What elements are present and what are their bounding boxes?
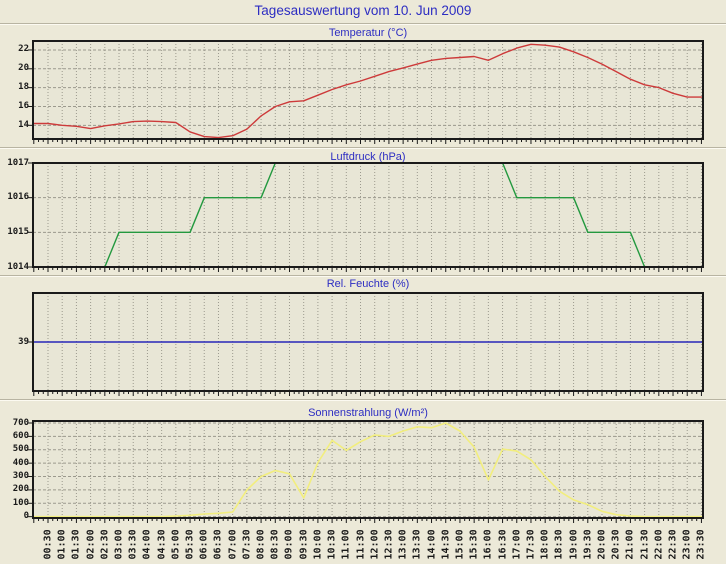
x-axis-label: 06:30 <box>212 529 224 560</box>
solar-chart-title: Sonnenstrahlung (W/m²) <box>308 407 428 419</box>
x-axis-label: 07:30 <box>241 529 253 560</box>
plot-border <box>32 292 704 392</box>
y-axis-label: 600 <box>12 430 29 441</box>
y-axis-label: 700 <box>12 417 29 428</box>
page-title: Tagesauswertung vom 10. Jun 2009 <box>254 3 472 18</box>
x-axis-label: 20:30 <box>610 529 622 560</box>
luftdruck-hpa--svg <box>28 162 704 272</box>
x-axis-label: 09:30 <box>298 529 310 560</box>
temperatur-c--svg <box>28 40 704 144</box>
x-axis-label: 04:30 <box>156 529 168 560</box>
y-axis-label: 0 <box>23 511 29 522</box>
x-axis-label: 05:30 <box>184 529 196 560</box>
x-axis-label: 11:30 <box>355 529 366 560</box>
x-axis-label: 10:00 <box>312 529 324 560</box>
x-axis-label: 19:30 <box>582 529 594 560</box>
humidity-plot <box>28 292 704 396</box>
x-axis-label: 20:00 <box>596 529 608 560</box>
y-axis-label: 20 <box>18 63 29 74</box>
x-axis-label: 21:30 <box>639 529 651 560</box>
x-axis-label: 02:30 <box>99 529 111 560</box>
humidity-chart-title: Rel. Feuchte (%) <box>326 278 410 290</box>
x-axis-label: 10:30 <box>326 529 338 560</box>
y-axis-label: 16 <box>18 100 29 111</box>
temperatur-c--series-line <box>32 43 704 139</box>
separator <box>0 23 726 24</box>
x-axis-label: 12:30 <box>383 529 395 560</box>
x-axis-label: 23:30 <box>695 529 707 560</box>
pressure-plot <box>28 162 704 272</box>
x-axis-label: 15:30 <box>468 529 480 560</box>
x-axis-label: 18:00 <box>539 529 551 560</box>
x-axis-label: 04:00 <box>141 529 153 560</box>
y-axis-label: 39 <box>18 336 29 347</box>
x-axis-label: 14:00 <box>426 529 438 560</box>
x-axis-label: 06:00 <box>198 529 210 560</box>
x-axis-label: 08:00 <box>255 529 267 560</box>
y-axis-label: 18 <box>18 82 29 93</box>
y-axis-label: 200 <box>12 484 29 495</box>
x-axis-label: 17:00 <box>511 529 523 560</box>
x-axis-label: 18:30 <box>553 529 565 560</box>
rel-feuchte--svg <box>28 292 704 396</box>
x-axis-label: 22:00 <box>653 529 665 560</box>
y-axis-label: 1014 <box>7 261 29 272</box>
x-axis-label: 19:00 <box>568 529 580 560</box>
x-axis-label: 15:00 <box>454 529 466 560</box>
pressure-chart-title: Luftdruck (hPa) <box>330 151 406 163</box>
x-axis-label: 02:00 <box>85 529 97 560</box>
x-axis-label: 14:30 <box>440 529 452 560</box>
x-axis-label: 21:00 <box>624 529 636 560</box>
y-axis-label: 1016 <box>7 192 29 203</box>
x-axis-label: 01:00 <box>56 529 68 560</box>
x-axis-label: 00:30 <box>42 529 54 560</box>
temperature-plot <box>28 40 704 144</box>
x-axis-label: 05:00 <box>170 529 182 560</box>
separator <box>0 399 726 400</box>
plot-background <box>33 421 703 518</box>
sonnenstrahlung-w-m--svg <box>28 420 704 523</box>
x-axis-label: 23:00 <box>681 529 693 560</box>
x-axis-label: 17:30 <box>525 529 537 560</box>
x-axis-label: 16:00 <box>482 529 494 560</box>
sonnenstrahlung-w-m--series-line <box>32 422 704 518</box>
x-axis-label: 12:00 <box>369 529 381 560</box>
y-axis-label: 300 <box>12 471 29 482</box>
x-axis-label: 08:30 <box>269 529 281 560</box>
plot-border <box>32 40 704 140</box>
y-axis-label: 14 <box>18 119 29 130</box>
x-axis-label: 13:00 <box>397 529 409 560</box>
y-axis-label: 100 <box>12 497 29 508</box>
x-axis-label: 07:00 <box>227 529 239 560</box>
y-axis-label: 500 <box>12 444 29 455</box>
x-axis-label: 01:30 <box>70 529 82 560</box>
solar-plot <box>28 420 704 523</box>
y-axis-label: 22 <box>18 44 29 55</box>
separator <box>0 147 726 148</box>
x-axis-label: 09:00 <box>283 529 295 560</box>
x-axis-label: 03:00 <box>113 529 125 560</box>
plot-border <box>32 420 704 519</box>
y-axis-label: 1015 <box>7 226 29 237</box>
x-axis-label: 03:30 <box>127 529 139 560</box>
y-axis-label: 400 <box>12 457 29 468</box>
plot-border <box>32 162 704 268</box>
separator <box>0 275 726 276</box>
y-axis-label: 1017 <box>7 157 29 168</box>
x-axis-label: 22:30 <box>667 529 679 560</box>
x-axis-label: 11:00 <box>340 529 352 560</box>
plot-background <box>33 163 703 267</box>
x-axis-label: 13:30 <box>411 529 423 560</box>
x-axis-label: 16:30 <box>497 529 509 560</box>
plot-background <box>33 41 703 139</box>
temperature-chart-title: Temperatur (°C) <box>328 27 408 39</box>
